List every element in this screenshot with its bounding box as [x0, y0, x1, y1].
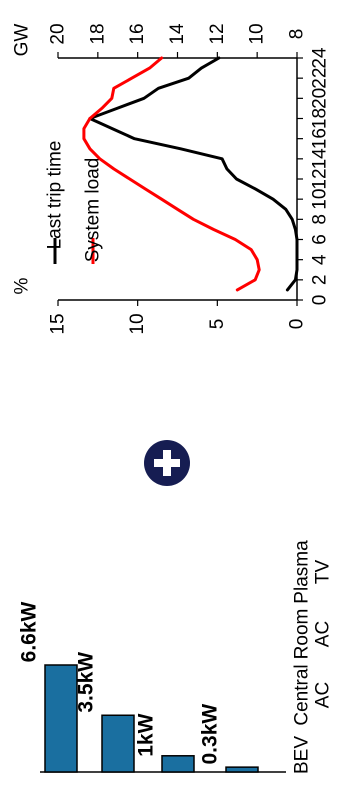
right-axis-unit: GW [12, 24, 33, 57]
bar-category-label: AC [313, 682, 334, 708]
line-chart: 0246810121416182022240510158101214161820… [12, 23, 331, 335]
series-line [88, 56, 299, 292]
hour-tick-label: 22 [310, 68, 331, 89]
bar-category-label: BEV [292, 736, 313, 774]
bar [44, 664, 78, 773]
right-tick-label: 8 [287, 29, 308, 40]
right-tick-label: 18 [87, 23, 108, 44]
bar-category-label: Plasma [292, 540, 313, 604]
hour-tick-label: 14 [310, 148, 331, 170]
bar-data-label: 3.5kW [75, 652, 98, 713]
left-tick-label: 10 [127, 313, 148, 334]
bar [161, 755, 195, 773]
right-tick-label: 14 [167, 23, 188, 45]
bar [101, 714, 135, 773]
hour-tick-label: 10 [310, 189, 331, 210]
bar-category-label: Central [292, 664, 313, 725]
bar-category-label: AC [313, 621, 334, 647]
legend-label: System load [83, 158, 104, 263]
left-tick-label: 5 [207, 319, 228, 330]
left-tick-label: 0 [287, 319, 308, 330]
left-tick-label: 15 [48, 313, 69, 334]
bar-category-label: TV [313, 560, 334, 585]
hour-tick-label: 12 [310, 168, 331, 189]
bar-data-label: 1kW [135, 713, 158, 756]
hour-tick-label: 8 [310, 214, 331, 225]
hour-tick-label: 0 [310, 295, 331, 306]
right-tick-label: 20 [48, 23, 69, 44]
hour-tick-label: 6 [310, 234, 331, 245]
bar [225, 766, 259, 773]
left-axis-unit: % [12, 277, 33, 294]
hour-tick-label: 2 [310, 275, 331, 286]
hour-tick-label: 18 [310, 108, 331, 129]
bar-category-label: Room [292, 609, 313, 660]
hour-tick-label: 4 [310, 254, 331, 265]
right-tick-label: 16 [127, 23, 148, 44]
series-line [82, 56, 261, 292]
legend-label: Last trip time [45, 141, 66, 250]
hour-tick-label: 16 [310, 128, 331, 149]
hour-tick-label: 20 [310, 88, 331, 109]
bar-data-label: 6.6kW [18, 601, 41, 662]
right-tick-label: 10 [247, 23, 268, 44]
hour-tick-label: 24 [310, 47, 331, 69]
plus-circle-icon [144, 440, 190, 486]
right-tick-label: 12 [207, 23, 228, 44]
bar-data-label: 0.3kW [199, 704, 222, 765]
